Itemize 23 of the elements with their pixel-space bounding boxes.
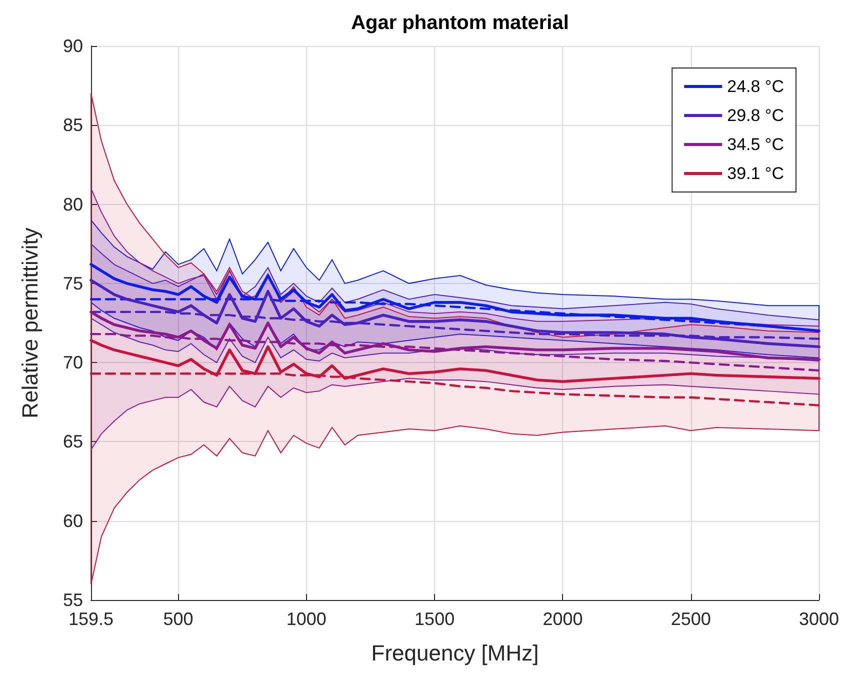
- y-tick-label: 80: [62, 194, 83, 214]
- legend-label: 24.8 °C: [727, 77, 784, 96]
- legend-label: 34.5 °C: [727, 135, 784, 154]
- y-tick-label: 65: [62, 432, 83, 452]
- chart-title: Agar phantom material: [351, 12, 569, 34]
- y-tick-label: 90: [62, 36, 83, 56]
- x-axis-title: Frequency [MHz]: [371, 640, 539, 666]
- line-series: [90, 278, 820, 348]
- x-tick-label: 500: [163, 609, 194, 629]
- y-tick-label: 75: [62, 273, 83, 294]
- y-tick-label: 55: [62, 590, 83, 610]
- x-tick-label: 2000: [542, 609, 583, 629]
- x-tick-label: 1500: [414, 609, 455, 629]
- x-tick-label: 1000: [286, 609, 326, 629]
- y-tick-label: 85: [62, 115, 83, 136]
- x-tick-label: 2500: [670, 609, 711, 629]
- x-tick-label: 159.5: [68, 609, 114, 629]
- y-tick-label: 60: [62, 510, 83, 531]
- y-tick-label: 70: [62, 352, 83, 373]
- legend-label: 39.1 °C: [727, 164, 784, 183]
- y-axis-title: Relative permittivity: [18, 228, 42, 418]
- x-tick-label: 3000: [798, 609, 840, 629]
- legend-label: 29.8 °C: [727, 106, 784, 125]
